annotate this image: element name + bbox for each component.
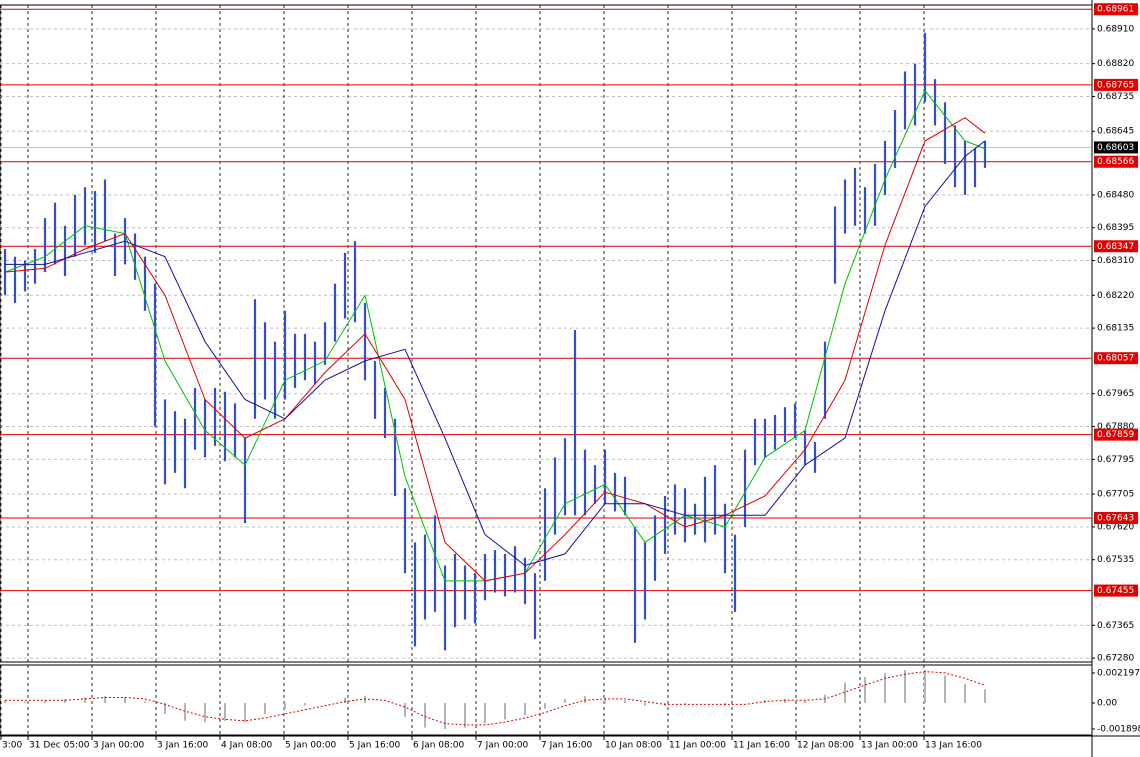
level-label-box <box>1094 512 1138 525</box>
level-label: 0.68961 <box>1097 5 1134 15</box>
level-label-box <box>1094 352 1138 365</box>
x-tick-label: 11 Jan 00:00 <box>669 741 726 751</box>
y-tick-label: 0.002197 <box>1097 668 1140 678</box>
level-label-box <box>1094 155 1138 168</box>
y-tick-label: 0.67365 <box>1097 621 1134 631</box>
y-tick-label: 0.68735 <box>1097 92 1134 102</box>
level-label: 0.68566 <box>1097 157 1134 167</box>
moving-average <box>4 117 986 582</box>
level-label: 0.67643 <box>1097 514 1134 524</box>
x-tick-label: 3 Jan 00:00 <box>93 741 145 751</box>
x-tick-label: 12 Jan 08:00 <box>797 741 854 751</box>
y-tick-label: 0.68910 <box>1097 24 1134 34</box>
x-tick-label: 7 Jan 00:00 <box>477 741 529 751</box>
x-tick-label: 31 Dec 05:00 <box>29 741 90 751</box>
y-tick-label: 0.67280 <box>1097 654 1134 664</box>
y-tick-label: 0.67880 <box>1097 422 1134 432</box>
moving-average <box>4 89 986 582</box>
x-tick-label: 6 Jan 08:00 <box>413 741 465 751</box>
level-label-box <box>1094 240 1138 253</box>
x-tick-label: 10 Jan 08:00 <box>605 741 662 751</box>
y-tick-label: 0.67795 <box>1097 455 1134 465</box>
x-tick-label: 3 Jan 16:00 <box>157 741 209 751</box>
y-tick-label: 0.68135 <box>1097 324 1134 334</box>
level-label: 0.67455 <box>1097 586 1134 596</box>
current-price-label: 0.68603 <box>1097 143 1134 153</box>
x-tick-label: 11 Jan 16:00 <box>733 741 790 751</box>
x-tick-label: 13 Jan 16:00 <box>925 741 982 751</box>
x-tick-label: 5 Jan 00:00 <box>285 741 337 751</box>
level-label: 0.68347 <box>1097 242 1134 252</box>
y-tick-label: 0.68395 <box>1097 223 1134 233</box>
y-tick-label: 0.68480 <box>1097 190 1134 200</box>
y-tick-label: 0.68645 <box>1097 127 1134 137</box>
oscillator-panel <box>0 664 1093 736</box>
level-label-box <box>1094 584 1138 597</box>
y-tick-label: 0.67965 <box>1097 389 1134 399</box>
y-tick-label: 0.67620 <box>1097 522 1134 532</box>
y-tick-label: 0.67705 <box>1097 490 1134 500</box>
level-label: 0.68765 <box>1097 80 1134 90</box>
moving-average <box>5 140 986 567</box>
signal-line <box>5 671 986 726</box>
y-tick-label: -0.001898 <box>1097 724 1140 734</box>
level-label-box <box>1094 3 1138 16</box>
x-tick-label: 4 Jan 08:00 <box>221 741 273 751</box>
level-label: 0.68057 <box>1097 354 1134 364</box>
x-tick-label: 7 Jan 16:00 <box>541 741 593 751</box>
y-tick-label: 0.67535 <box>1097 555 1134 565</box>
x-tick-label: 3:00 <box>2 741 22 751</box>
level-label-box <box>1094 78 1138 91</box>
level-label-box <box>1094 428 1138 441</box>
x-tick-label: 13 Jan 00:00 <box>861 741 918 751</box>
level-label: 0.67859 <box>1097 430 1134 440</box>
y-tick-label: 0.68220 <box>1097 291 1134 301</box>
current-price-box <box>1094 141 1138 154</box>
x-tick-label: 5 Jan 16:00 <box>349 741 401 751</box>
y-tick-label: 0.68820 <box>1097 59 1134 69</box>
y-tick-label: 0.00 <box>1097 699 1117 709</box>
y-tick-label: 0.68310 <box>1097 256 1134 266</box>
